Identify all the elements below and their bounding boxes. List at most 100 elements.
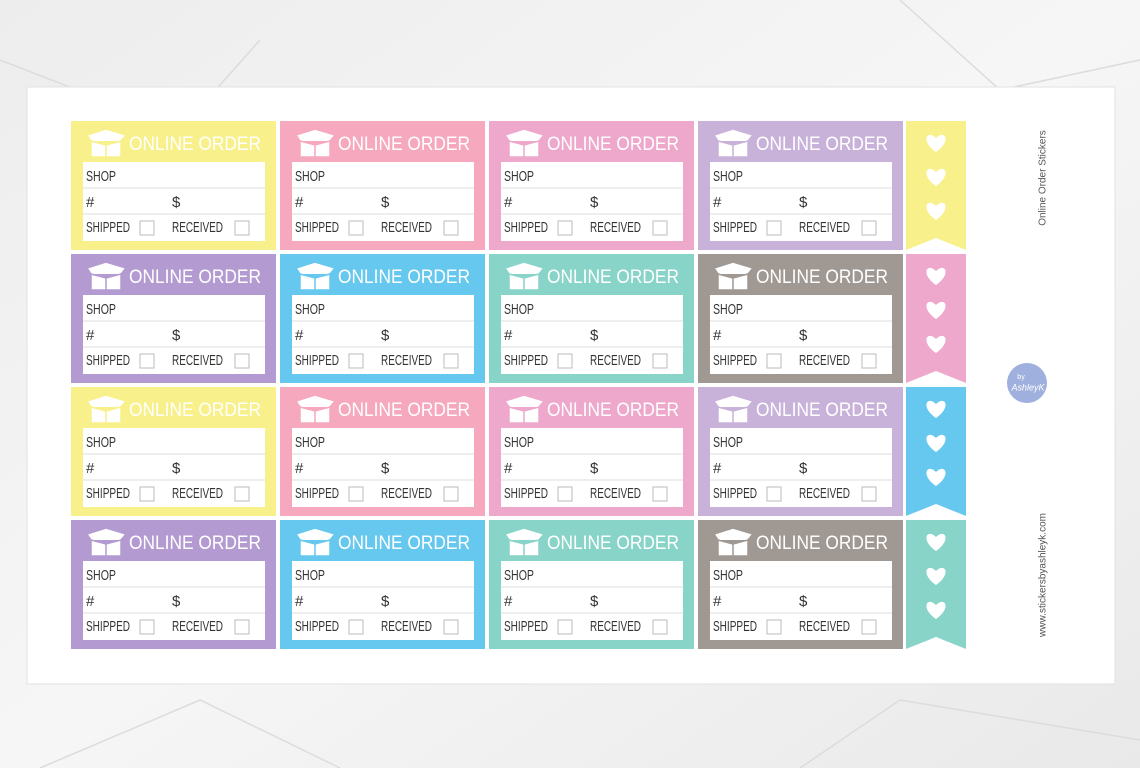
received-label: RECEIVED [590,485,641,502]
shipped-checkbox [766,353,782,369]
amount-label: $ [172,460,181,477]
number-label: # [295,460,304,477]
online-order-sticker: ONLINE ORDER SHOP # $ SHIPPED RECEIVED [280,254,485,383]
number-label: # [86,460,95,477]
box-icon [85,128,128,158]
sticker-title: ONLINE ORDER [547,134,679,155]
number-label: # [86,327,95,344]
sticker-title: ONLINE ORDER [338,400,470,421]
number-label: # [504,327,513,344]
shop-label: SHOP [713,567,743,584]
box-icon [712,261,755,291]
number-label: # [504,593,513,610]
shop-label: SHOP [86,168,116,185]
sticker-title: ONLINE ORDER [756,267,888,288]
shipped-checkbox [139,619,155,635]
sticker-title: ONLINE ORDER [129,533,261,554]
shipped-label: SHIPPED [713,352,757,369]
received-checkbox [234,353,250,369]
shipped-label: SHIPPED [504,618,548,635]
received-label: RECEIVED [799,219,850,236]
online-order-sticker: ONLINE ORDER SHOP # $ SHIPPED RECEIVED [489,520,694,649]
shipped-label: SHIPPED [86,352,130,369]
sheet-title: Online Order Stickers [1038,130,1049,226]
amount-label: $ [381,327,390,344]
sticker-title: ONLINE ORDER [547,267,679,288]
received-label: RECEIVED [590,219,641,236]
shipped-label: SHIPPED [295,219,339,236]
number-label: # [713,327,722,344]
number-label: # [295,327,304,344]
box-icon [85,527,128,557]
shipped-label: SHIPPED [713,618,757,635]
box-icon [503,128,546,158]
shop-label: SHOP [504,301,534,318]
online-order-sticker: ONLINE ORDER SHOP # $ SHIPPED RECEIVED [489,121,694,250]
box-icon [503,527,546,557]
amount-label: $ [172,327,181,344]
online-order-sticker: ONLINE ORDER SHOP # $ SHIPPED RECEIVED [698,387,903,516]
shipped-checkbox [348,486,364,502]
online-order-sticker: ONLINE ORDER SHOP # $ SHIPPED RECEIVED [698,121,903,250]
amount-label: $ [799,593,808,610]
shipped-label: SHIPPED [713,219,757,236]
received-label: RECEIVED [381,485,432,502]
heart-icon [926,434,946,452]
shipped-checkbox [348,353,364,369]
shop-label: SHOP [295,301,325,318]
logo-badge [1007,363,1047,403]
shipped-label: SHIPPED [86,618,130,635]
number-label: # [295,194,304,211]
box-icon [294,527,337,557]
shipped-checkbox [557,619,573,635]
website: www.stickersbyashleyk.com [1038,513,1049,638]
received-label: RECEIVED [799,618,850,635]
heart-icon [926,335,946,353]
shop-label: SHOP [713,301,743,318]
logo-name: AshleyK [1010,382,1045,392]
heart-icon [926,202,946,220]
online-order-sticker: ONLINE ORDER SHOP # $ SHIPPED RECEIVED [71,520,276,649]
amount-label: $ [172,194,181,211]
received-checkbox [234,619,250,635]
amount-label: $ [799,194,808,211]
received-label: RECEIVED [590,352,641,369]
amount-label: $ [590,194,599,211]
received-checkbox [861,486,877,502]
received-checkbox [234,486,250,502]
shipped-label: SHIPPED [86,485,130,502]
received-checkbox [861,220,877,236]
number-label: # [504,460,513,477]
number-label: # [713,194,722,211]
sticker-title: ONLINE ORDER [547,400,679,421]
shop-label: SHOP [86,567,116,584]
received-checkbox [443,486,459,502]
received-label: RECEIVED [799,485,850,502]
online-order-sticker: ONLINE ORDER SHOP # $ SHIPPED RECEIVED [71,254,276,383]
received-checkbox [652,486,668,502]
amount-label: $ [381,194,390,211]
shop-label: SHOP [504,434,534,451]
shipped-label: SHIPPED [504,352,548,369]
received-label: RECEIVED [381,352,432,369]
shipped-checkbox [766,486,782,502]
shipped-checkbox [139,353,155,369]
shipped-checkbox [766,220,782,236]
shipped-label: SHIPPED [295,618,339,635]
heart-icon [926,134,946,152]
received-label: RECEIVED [172,485,223,502]
sticker-title: ONLINE ORDER [129,400,261,421]
received-checkbox [234,220,250,236]
box-icon [294,394,337,424]
received-checkbox [652,619,668,635]
shipped-label: SHIPPED [295,352,339,369]
shipped-checkbox [557,220,573,236]
shop-label: SHOP [713,168,743,185]
shipped-checkbox [557,486,573,502]
amount-label: $ [381,460,390,477]
received-label: RECEIVED [172,618,223,635]
logo-by: by [1017,374,1025,381]
heart-icon [926,301,946,319]
